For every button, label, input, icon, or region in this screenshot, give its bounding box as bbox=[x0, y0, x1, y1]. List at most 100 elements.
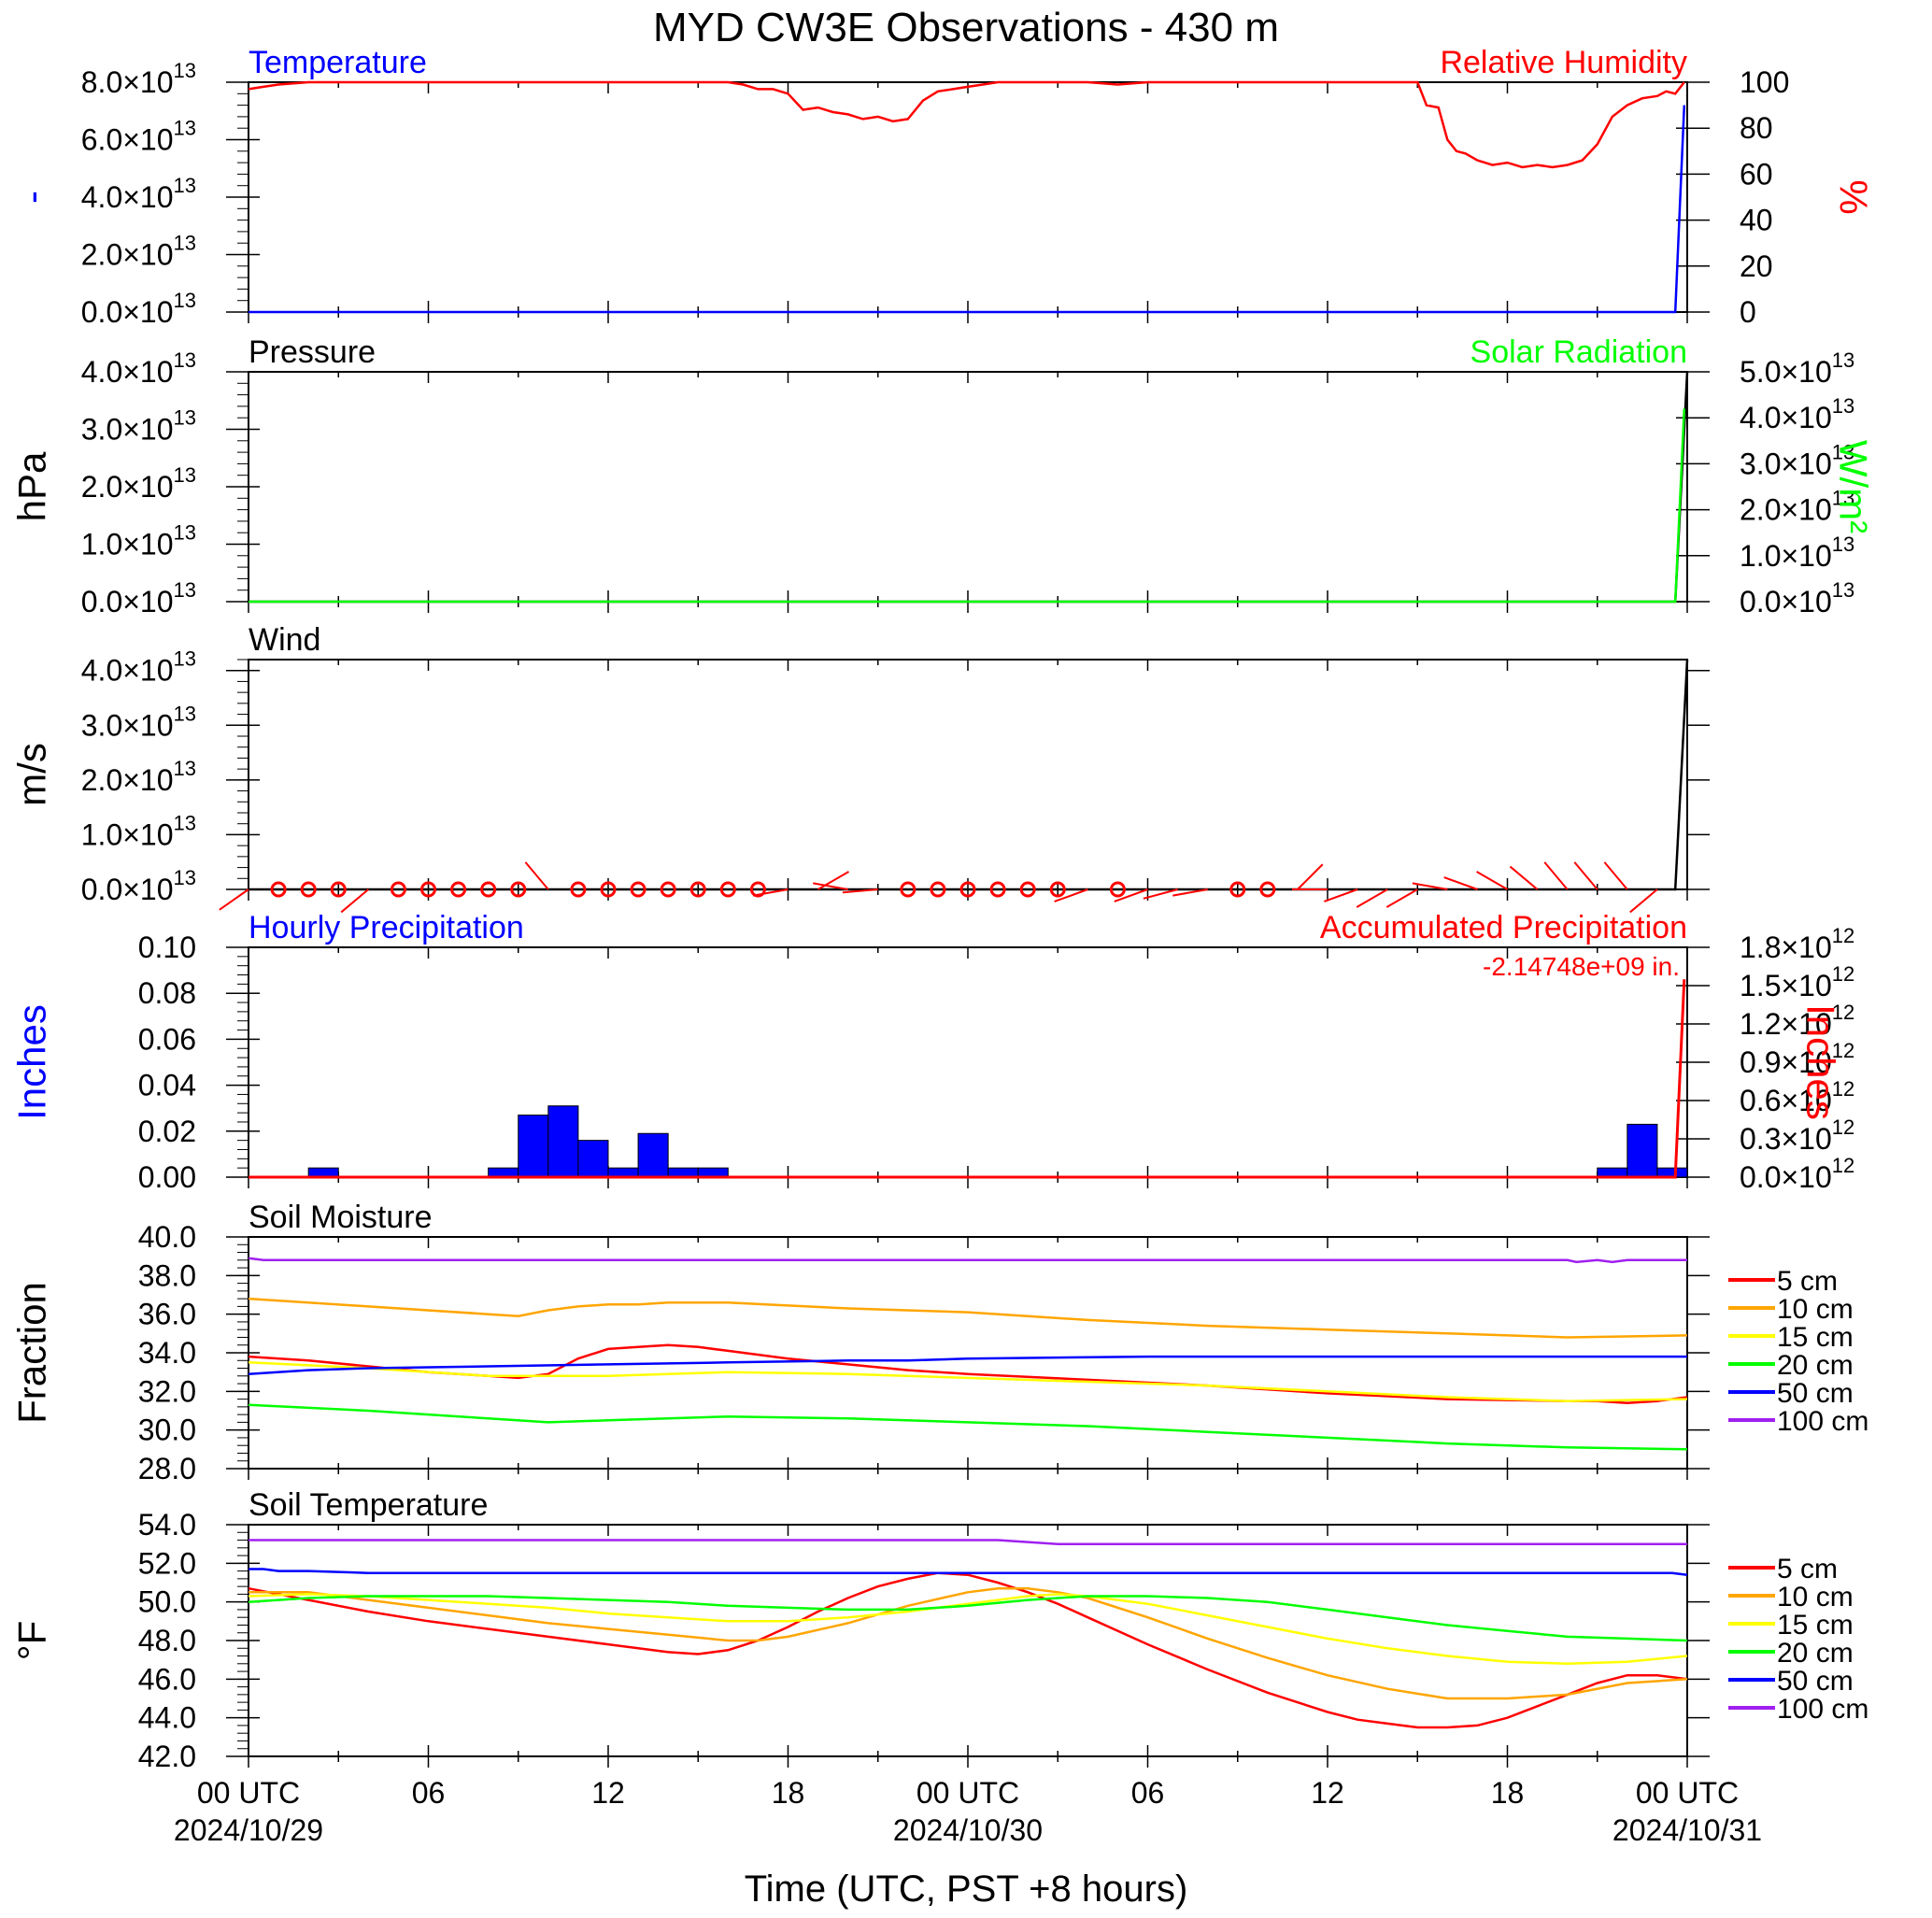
legend-label: 10 cm bbox=[1777, 1582, 1854, 1613]
calm-wind-marker bbox=[1019, 881, 1036, 898]
wind-barb bbox=[1543, 861, 1569, 890]
calm-wind-marker bbox=[270, 881, 287, 898]
y2-axis-label: % bbox=[1832, 179, 1876, 214]
wind-barb bbox=[340, 888, 369, 914]
calm-wind-marker bbox=[390, 881, 406, 898]
calm-wind-marker bbox=[749, 881, 766, 898]
y2-tick-label: 3.0×1013 bbox=[1740, 440, 1854, 480]
y-tick-label: 0.0×1013 bbox=[81, 289, 196, 329]
calm-wind-marker bbox=[1049, 881, 1066, 898]
y-tick-label: 4.0×1013 bbox=[81, 348, 196, 389]
y-tick-label: 52.0 bbox=[138, 1546, 196, 1580]
y-tick-label: 2.0×1013 bbox=[81, 757, 196, 797]
y2-axis-label: Inches bbox=[1799, 1004, 1843, 1120]
y-tick-label: 46.0 bbox=[138, 1662, 196, 1696]
calm-wind-marker bbox=[900, 881, 916, 898]
y-tick-label: 50.0 bbox=[138, 1585, 196, 1619]
y-tick-label: 28.0 bbox=[138, 1452, 196, 1485]
y-tick-label: 0.0×1013 bbox=[81, 578, 196, 618]
wind-barb bbox=[1629, 888, 1658, 914]
y-tick-label: 0.06 bbox=[138, 1022, 196, 1056]
calm-wind-marker bbox=[719, 881, 736, 898]
calm-wind-marker bbox=[989, 881, 1006, 898]
panel-right-title: Relative Humidity bbox=[1440, 45, 1687, 80]
wind-barb bbox=[752, 888, 788, 897]
x-tick-label: 06 bbox=[1131, 1776, 1165, 1810]
y-tick-label: 4.0×1013 bbox=[81, 647, 196, 688]
plot-frame bbox=[248, 946, 1688, 1178]
panel-soil_moisture: 40.0 38.0 36.0 34.0 32.0 30.0 28.0 Soil Moistur… bbox=[9, 1200, 1868, 1485]
x-date-label: 2024/10/30 bbox=[893, 1813, 1043, 1847]
y-tick-label: 3.0×1013 bbox=[81, 702, 196, 742]
series-line bbox=[249, 1539, 1687, 1545]
panel-wind: 4.0×1013 3.0×1013 2.0×1013 1.0×1013 0.0×1013… bbox=[9, 622, 1710, 914]
x-date-label: 2024/10/29 bbox=[174, 1813, 323, 1847]
y-tick-label: 0.02 bbox=[138, 1115, 196, 1148]
calm-wind-marker bbox=[1259, 881, 1276, 898]
y-tick-label: 48.0 bbox=[138, 1624, 196, 1657]
y-axis-label: Fraction bbox=[9, 1282, 53, 1424]
y2-tick-label: 0.0×1012 bbox=[1740, 1154, 1854, 1194]
series-line bbox=[248, 1403, 1688, 1451]
panel-right-title: Accumulated Precipitation bbox=[1320, 910, 1687, 945]
y-tick-label: 34.0 bbox=[138, 1336, 196, 1370]
wind-barb bbox=[1385, 888, 1418, 908]
precip-bar bbox=[577, 1140, 609, 1178]
plot-frame bbox=[248, 1524, 1688, 1757]
series-line bbox=[248, 1361, 1688, 1402]
x-date-label: 2024/10/31 bbox=[1612, 1813, 1762, 1847]
panel-title: Soil Temperature bbox=[249, 1487, 488, 1523]
y-tick-label: 3.0×1013 bbox=[81, 406, 196, 447]
y2-tick-label: 4.0×1013 bbox=[1740, 394, 1854, 434]
panel-right-title: Solar Radiation bbox=[1470, 334, 1687, 370]
y2-tick-label: 100 bbox=[1740, 65, 1789, 99]
legend-label: 15 cm bbox=[1777, 1322, 1854, 1353]
y2-axis-label: W/m² bbox=[1832, 440, 1876, 533]
wind-barb bbox=[1412, 882, 1448, 890]
panel-title: Pressure bbox=[249, 334, 376, 370]
y-axis-label: Inches bbox=[9, 1004, 53, 1120]
series-line bbox=[249, 371, 1689, 604]
series-line bbox=[248, 1297, 1688, 1339]
calm-wind-marker bbox=[959, 881, 976, 898]
wind-barb bbox=[1114, 888, 1148, 902]
x-tick-label: 18 bbox=[1491, 1776, 1525, 1810]
calm-wind-marker bbox=[480, 881, 497, 898]
legend-label: 5 cm bbox=[1777, 1266, 1838, 1297]
series-line bbox=[248, 1593, 1688, 1666]
calm-wind-marker bbox=[660, 881, 676, 898]
calm-wind-marker bbox=[330, 881, 347, 898]
x-tick-label: 12 bbox=[591, 1776, 625, 1810]
panel-title: Soil Moisture bbox=[249, 1200, 433, 1235]
series-line bbox=[248, 1355, 1687, 1375]
y-tick-label: 4.0×1013 bbox=[81, 174, 196, 214]
x-tick-label: 18 bbox=[772, 1776, 805, 1810]
x-tick-label: 06 bbox=[412, 1776, 446, 1810]
accumulated-line bbox=[249, 979, 1686, 1179]
wind-barb bbox=[524, 861, 549, 890]
y2-tick-label: 0.6×1012 bbox=[1740, 1077, 1854, 1117]
calm-wind-marker bbox=[300, 881, 317, 898]
calm-wind-marker bbox=[510, 881, 527, 898]
x-tick-label: 00 UTC bbox=[916, 1776, 1019, 1810]
y-tick-label: 1.0×1013 bbox=[81, 521, 196, 561]
y-axis-label: hPa bbox=[9, 451, 53, 521]
y-tick-label: 32.0 bbox=[138, 1374, 196, 1408]
x-tick-label: 12 bbox=[1311, 1776, 1344, 1810]
legend-label: 20 cm bbox=[1777, 1638, 1854, 1669]
plot-frame bbox=[248, 1236, 1688, 1470]
chart-title: MYD CW3E Observations - 430 m bbox=[653, 5, 1279, 50]
panel-precipitation: 0.10 0.08 0.06 0.04 0.02 0.00 1.8×10121.5×1012… bbox=[9, 910, 1854, 1194]
legend-label: 20 cm bbox=[1777, 1350, 1854, 1381]
wind-barb bbox=[817, 871, 849, 890]
calm-wind-marker bbox=[1109, 881, 1126, 898]
plot-frame bbox=[248, 371, 1688, 603]
wind-barb bbox=[1297, 863, 1324, 890]
y2-tick-label: 1.8×1012 bbox=[1740, 924, 1854, 964]
y2-tick-label: 60 bbox=[1740, 157, 1773, 191]
y-tick-label: 1.0×1013 bbox=[81, 811, 196, 851]
panel-title: Temperature bbox=[249, 45, 427, 80]
y2-tick-label: 5.0×1013 bbox=[1740, 348, 1854, 389]
x-tick-label: 00 UTC bbox=[197, 1776, 300, 1810]
